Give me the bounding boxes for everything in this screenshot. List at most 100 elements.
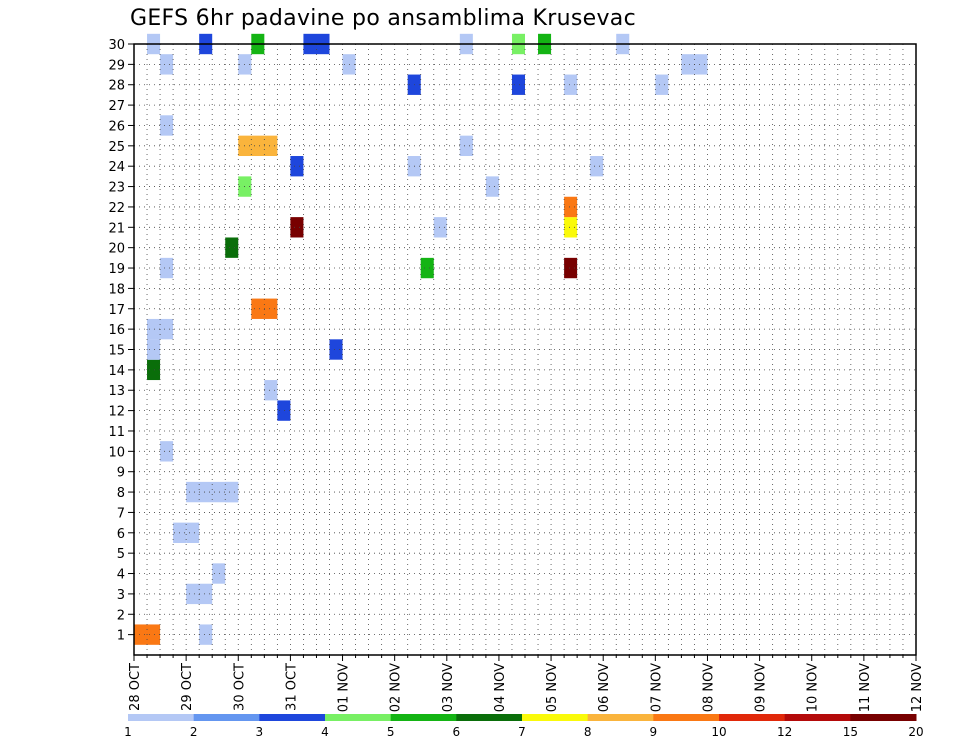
- x-tick-label: 11 NOV: [858, 663, 873, 712]
- heatmap-cell: [485, 176, 499, 197]
- heatmap-cell: [290, 156, 304, 177]
- y-tick-label: 5: [117, 547, 125, 562]
- heatmap-cell: [277, 400, 291, 421]
- x-tick-label: 12 NOV: [910, 663, 925, 712]
- x-tick-label: 07 NOV: [649, 663, 664, 712]
- colorbar-swatch: [456, 714, 523, 721]
- y-tick-label: 14: [108, 364, 125, 379]
- y-tick-label: 8: [117, 486, 125, 501]
- y-tick-label: 17: [108, 303, 125, 318]
- heatmap-cell: [564, 257, 578, 279]
- x-tick-label: 09 NOV: [754, 663, 769, 712]
- colorbar-swatch: [719, 714, 786, 721]
- colorbar-swatch: [259, 714, 326, 721]
- colorbar-swatch: [390, 714, 457, 721]
- colorbar-label: 2: [190, 725, 198, 739]
- heatmap-cell: [681, 54, 695, 75]
- y-tick-label: 19: [108, 262, 125, 277]
- y-tick-label: 3: [117, 588, 125, 603]
- y-tick-label: 12: [108, 405, 125, 420]
- y-tick-label: 25: [108, 140, 125, 155]
- heatmap-cell: [225, 481, 239, 503]
- y-tick-label: 1: [117, 629, 125, 644]
- heatmap-cell: [186, 481, 239, 503]
- colorbar-swatch: [850, 714, 917, 721]
- heatmap-cell: [564, 217, 578, 238]
- y-tick-label: 2: [117, 608, 125, 623]
- x-tick-label: 03 NOV: [441, 663, 456, 712]
- heatmap-cell: [186, 522, 200, 543]
- heatmap-cell: [564, 74, 578, 95]
- heatmap-cell: [459, 135, 473, 157]
- colorbar-label: 9: [650, 725, 658, 739]
- heatmap-cell: [264, 380, 278, 401]
- heatmap-cell: [160, 441, 174, 462]
- y-tick-label: 23: [108, 181, 125, 196]
- heatmap-cell: [329, 339, 343, 360]
- colorbar-label: 6: [453, 725, 461, 739]
- heatmap-cell: [420, 257, 434, 279]
- y-tick-label: 20: [108, 242, 125, 257]
- heatmap-cell: [212, 563, 226, 584]
- colorbar-label: 7: [518, 725, 526, 739]
- x-tick-label: 31 OCT: [284, 663, 299, 711]
- heatmap-cell: [199, 624, 213, 645]
- y-tick-label: 27: [108, 99, 125, 114]
- y-tick-label: 7: [117, 506, 125, 521]
- heatmap-cells: [134, 33, 708, 645]
- x-axis-ticks: 28 OCT 29 OCT 30 OCT 31 OCT 01 NOV 02 NOV 03 N…: [128, 655, 925, 712]
- x-tick-label: 02 NOV: [389, 663, 404, 712]
- y-tick-label: 16: [108, 323, 125, 338]
- x-tick-label: 10 NOV: [806, 663, 821, 712]
- x-tick-label: 29 OCT: [180, 663, 195, 711]
- y-tick-label: 10: [108, 445, 125, 460]
- colorbar-swatch: [587, 714, 654, 721]
- colorbar-label: 1: [124, 725, 132, 739]
- y-tick-label: 21: [108, 221, 125, 236]
- colorbar-label: 20: [908, 725, 923, 739]
- y-tick-label: 18: [108, 282, 125, 297]
- colorbar-swatch: [522, 714, 589, 721]
- x-tick-label: 05 NOV: [545, 663, 560, 712]
- heatmap-cell: [511, 74, 525, 95]
- y-tick-label: 28: [108, 79, 125, 94]
- y-tick-label: 11: [108, 425, 125, 440]
- heatmap-cell: [694, 54, 708, 75]
- x-tick-label: 08 NOV: [702, 663, 717, 712]
- colorbar-label: 4: [321, 725, 329, 739]
- heatmap-cell: [590, 156, 604, 177]
- heatmap-cell: [160, 115, 174, 136]
- heatmap-cell: [160, 54, 174, 75]
- y-axis-ticks: 1234567891011121314151617181920212223242…: [108, 38, 134, 644]
- colorbar: 1 2 3 4 5 6 7 8 9 10 12 15 20: [124, 714, 924, 739]
- colorbar-swatch: [193, 714, 260, 721]
- heatmap-cell: [655, 74, 669, 95]
- y-tick-label: 24: [108, 160, 125, 175]
- heatmap-cell: [290, 217, 304, 238]
- colorbar-label: 3: [256, 725, 264, 739]
- x-tick-label: 28 OCT: [128, 663, 143, 711]
- heatmap-cell: [160, 257, 174, 279]
- colorbar-swatch: [325, 714, 392, 721]
- heatmap-cell: [564, 196, 578, 218]
- x-tick-label: 30 OCT: [232, 663, 247, 711]
- y-tick-label: 15: [108, 344, 125, 359]
- colorbar-label: 12: [777, 725, 792, 739]
- y-tick-label: 4: [117, 568, 125, 583]
- heatmap-cell: [147, 339, 161, 360]
- x-tick-label: 06 NOV: [597, 663, 612, 712]
- y-tick-label: 26: [108, 119, 125, 134]
- colorbar-label: 10: [711, 725, 726, 739]
- grid-lines: [134, 43, 916, 655]
- y-tick-label: 22: [108, 201, 125, 216]
- y-tick-label: 6: [117, 527, 125, 542]
- y-tick-label: 13: [108, 384, 125, 399]
- colorbar-swatch: [653, 714, 720, 721]
- y-tick-label: 30: [108, 38, 125, 53]
- heatmap-cell: [147, 359, 161, 381]
- colorbar-swatch: [128, 714, 195, 721]
- heatmap-cell: [225, 237, 239, 258]
- x-tick-label: 01 NOV: [337, 663, 352, 712]
- heatmap-cell: [238, 135, 278, 157]
